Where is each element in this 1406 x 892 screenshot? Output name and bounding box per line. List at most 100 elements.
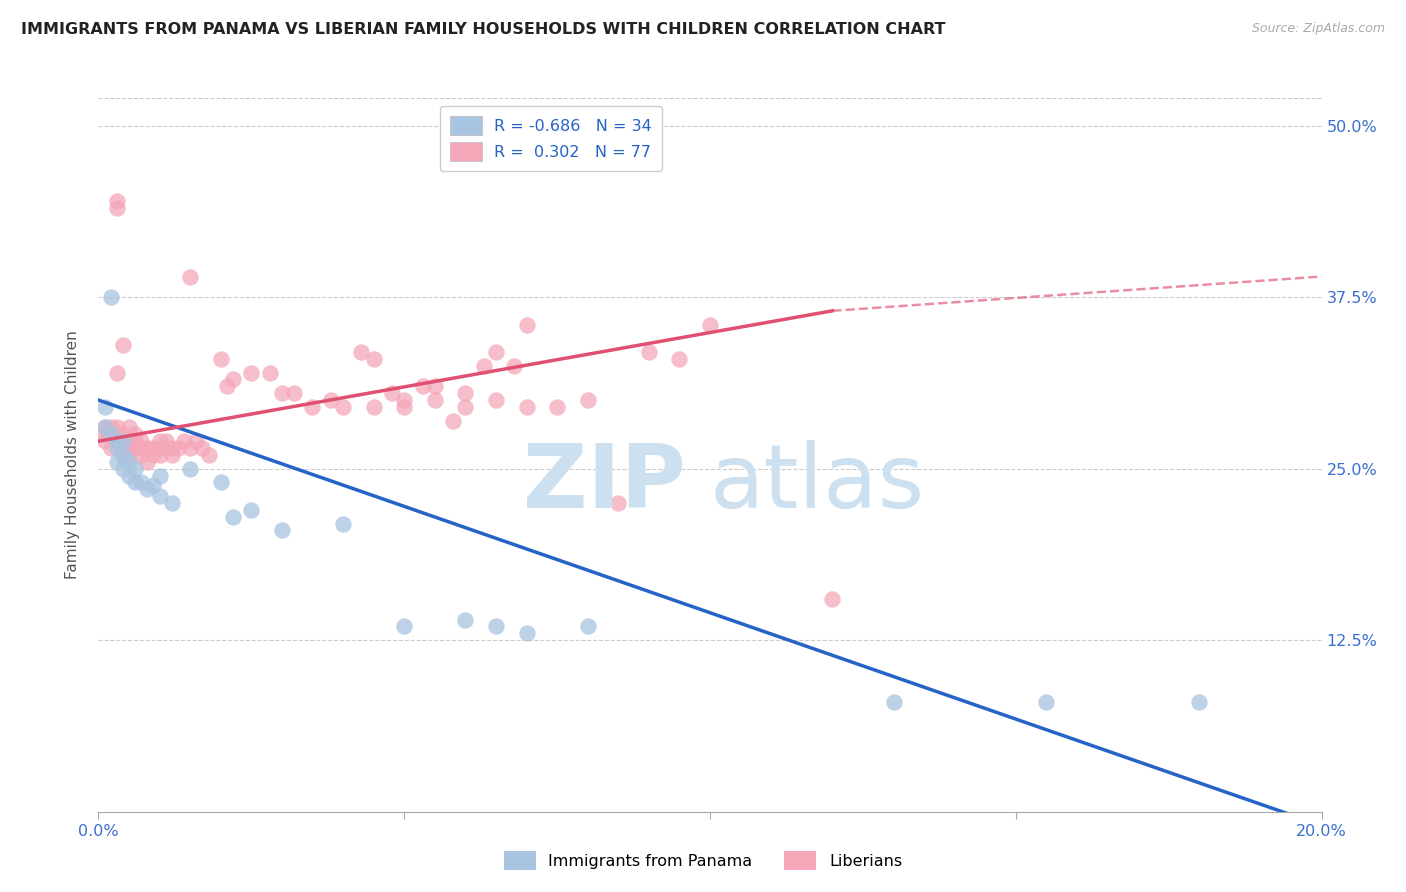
Point <box>209 475 232 490</box>
Point <box>160 448 183 462</box>
Point <box>423 392 446 407</box>
Point <box>668 351 690 366</box>
Point <box>186 434 208 449</box>
Point <box>100 290 122 304</box>
Point <box>118 441 141 455</box>
Point <box>392 392 416 407</box>
Point <box>576 619 599 633</box>
Point <box>516 626 538 640</box>
Point <box>503 359 526 373</box>
Point <box>412 379 434 393</box>
Point <box>118 434 141 449</box>
Point <box>392 619 416 633</box>
Point <box>118 455 141 469</box>
Point <box>111 461 134 475</box>
Point <box>149 441 172 455</box>
Legend: Immigrants from Panama, Liberians: Immigrants from Panama, Liberians <box>498 845 908 877</box>
Point <box>319 392 342 407</box>
Point <box>100 441 122 455</box>
Point <box>516 400 538 414</box>
Text: IMMIGRANTS FROM PANAMA VS LIBERIAN FAMILY HOUSEHOLDS WITH CHILDREN CORRELATION C: IMMIGRANTS FROM PANAMA VS LIBERIAN FAMIL… <box>21 22 946 37</box>
Point <box>142 478 165 492</box>
Point <box>93 434 115 449</box>
Point <box>441 414 464 428</box>
Text: Source: ZipAtlas.com: Source: ZipAtlas.com <box>1251 22 1385 36</box>
Point <box>699 318 721 332</box>
Point <box>155 434 177 449</box>
Point <box>129 475 152 490</box>
Point <box>105 420 128 434</box>
Point <box>129 448 152 462</box>
Point <box>105 455 128 469</box>
Point <box>160 496 183 510</box>
Point <box>136 455 159 469</box>
Point <box>454 400 477 414</box>
Point <box>1188 695 1211 709</box>
Point <box>111 448 134 462</box>
Point <box>209 351 232 366</box>
Point <box>124 441 146 455</box>
Point <box>124 475 146 490</box>
Point <box>516 318 538 332</box>
Point <box>105 194 128 208</box>
Point <box>821 592 844 607</box>
Point <box>179 461 201 475</box>
Point <box>576 392 599 407</box>
Point <box>100 420 122 434</box>
Point <box>149 468 172 483</box>
Point <box>118 468 141 483</box>
Point <box>93 400 115 414</box>
Point <box>149 434 172 449</box>
Point <box>160 441 183 455</box>
Point <box>240 503 263 517</box>
Point <box>136 441 159 455</box>
Point <box>301 400 323 414</box>
Point <box>142 448 165 462</box>
Point <box>173 434 195 449</box>
Point <box>124 427 146 442</box>
Point <box>105 366 128 380</box>
Point <box>118 420 141 434</box>
Point <box>454 386 477 401</box>
Point <box>136 482 159 496</box>
Point <box>546 400 568 414</box>
Point <box>332 400 354 414</box>
Point <box>111 441 134 455</box>
Point <box>350 345 373 359</box>
Point <box>222 372 245 386</box>
Point <box>197 448 219 462</box>
Point <box>215 379 238 393</box>
Point <box>363 351 385 366</box>
Point <box>93 420 115 434</box>
Point <box>454 613 477 627</box>
Point <box>637 345 661 359</box>
Legend: R = -0.686   N = 34, R =  0.302   N = 77: R = -0.686 N = 34, R = 0.302 N = 77 <box>440 106 662 170</box>
Point <box>1035 695 1057 709</box>
Point <box>124 461 146 475</box>
Point <box>93 427 115 442</box>
Point <box>259 366 281 380</box>
Point <box>381 386 404 401</box>
Point <box>472 359 495 373</box>
Point <box>118 448 141 462</box>
Point <box>167 441 190 455</box>
Point <box>485 345 508 359</box>
Point <box>332 516 354 531</box>
Point <box>191 441 214 455</box>
Point <box>111 427 134 442</box>
Point <box>105 441 128 455</box>
Point <box>363 400 385 414</box>
Point <box>222 509 245 524</box>
Point <box>142 441 165 455</box>
Point <box>93 420 115 434</box>
Point <box>270 524 292 538</box>
Point <box>149 448 172 462</box>
Point <box>270 386 292 401</box>
Point <box>100 427 122 442</box>
Point <box>111 338 134 352</box>
Point <box>883 695 905 709</box>
Point <box>485 392 508 407</box>
Point <box>129 441 152 455</box>
Point <box>149 489 172 503</box>
Point <box>100 427 122 442</box>
